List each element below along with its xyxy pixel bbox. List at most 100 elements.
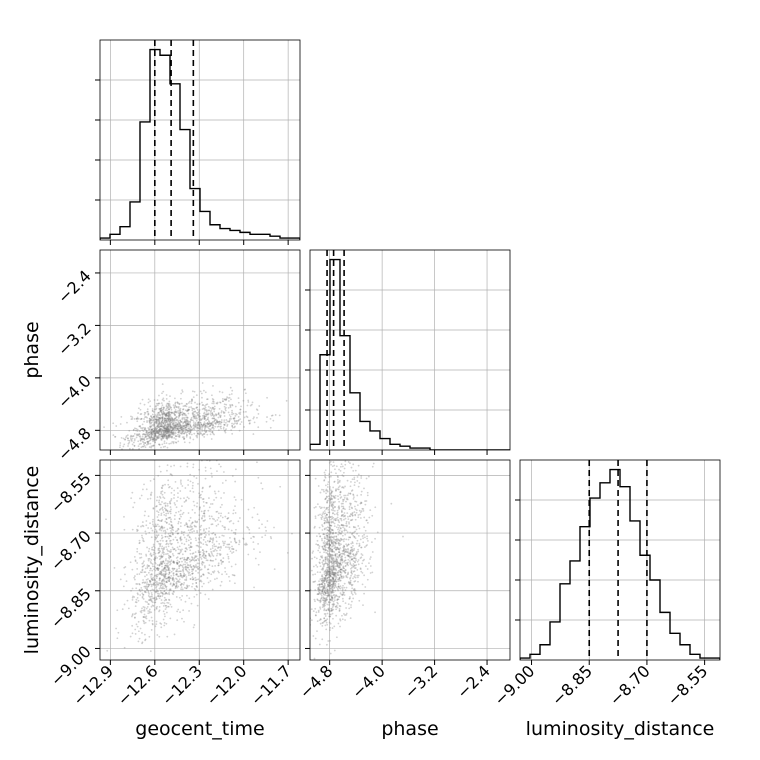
sample-point [171, 432, 173, 435]
sample-point [321, 561, 324, 564]
sample-point [135, 429, 138, 432]
sample-point [197, 427, 200, 430]
sample-point [348, 580, 350, 583]
sample-point [336, 565, 339, 568]
sample-point [350, 481, 352, 483]
sample-point [153, 426, 156, 429]
sample-point [187, 420, 190, 423]
sample-point [185, 587, 188, 590]
sample-point [366, 494, 369, 497]
sample-point [363, 487, 365, 490]
sample-point [186, 548, 188, 551]
sample-point [171, 567, 174, 570]
sample-point [147, 603, 150, 605]
sample-point [335, 561, 338, 564]
sample-point [153, 437, 155, 440]
sample-point [146, 601, 149, 604]
sample-point [162, 397, 165, 400]
sample-point [177, 532, 179, 535]
sample-point [353, 591, 356, 594]
sample-point [354, 589, 357, 592]
sample-point [125, 580, 128, 583]
sample-point [187, 429, 189, 432]
sample-point [196, 413, 199, 416]
sample-point [158, 495, 161, 498]
sample-point [146, 419, 148, 422]
sample-point [351, 514, 354, 517]
sample-point [340, 593, 343, 596]
sample-point [163, 420, 166, 423]
sample-point [177, 541, 179, 544]
sample-point [149, 493, 152, 496]
sample-point [170, 492, 173, 494]
sample-point [192, 559, 195, 561]
sample-point [169, 532, 172, 534]
sample-point [246, 526, 248, 528]
sample-point [327, 594, 330, 597]
sample-point [326, 501, 328, 504]
sample-point [128, 439, 131, 442]
sample-point [141, 562, 144, 565]
sample-point [167, 434, 170, 437]
sample-point [181, 548, 183, 551]
sample-point [155, 580, 158, 583]
sample-point [173, 433, 175, 436]
sample-point [209, 425, 211, 428]
sample-point [212, 432, 215, 435]
sample-point [165, 543, 168, 546]
sample-point [154, 418, 157, 420]
sample-point [179, 465, 182, 468]
sample-point [196, 529, 198, 532]
sample-point [219, 451, 221, 453]
sample-point [161, 434, 164, 437]
sample-point [327, 521, 330, 524]
sample-point [336, 548, 339, 550]
sample-point [210, 409, 213, 412]
sample-point [152, 411, 155, 413]
sample-point [164, 535, 167, 538]
sample-point [176, 546, 179, 549]
sample-point [169, 583, 172, 586]
sample-point [180, 392, 183, 395]
sample-point [332, 571, 334, 574]
sample-point [181, 413, 184, 416]
sample-point [189, 480, 192, 483]
sample-point [313, 580, 316, 583]
sample-point [316, 539, 319, 542]
sample-point [202, 582, 205, 585]
sample-point [165, 425, 168, 428]
sample-point [331, 568, 334, 571]
sample-point [334, 585, 337, 587]
sample-point [148, 417, 151, 420]
sample-point [167, 416, 170, 419]
sample-point [325, 580, 328, 583]
sample-point [150, 432, 153, 435]
sample-point [184, 566, 187, 568]
sample-point [191, 582, 194, 585]
sample-point [155, 505, 158, 507]
sample-point [163, 412, 166, 415]
sample-point [245, 410, 247, 413]
sample-point [324, 441, 326, 443]
sample-point [329, 516, 332, 518]
sample-point [169, 434, 172, 437]
sample-point [175, 584, 178, 587]
sample-point [158, 417, 161, 420]
sample-point [216, 510, 219, 513]
sample-point [167, 402, 170, 405]
sample-point [126, 437, 129, 440]
sample-point [189, 546, 192, 549]
sample-point [175, 416, 178, 419]
sample-point [344, 572, 347, 574]
sample-point [220, 425, 222, 428]
sample-point [152, 582, 155, 585]
sample-point [341, 597, 344, 600]
sample-point [337, 539, 339, 542]
sample-point [364, 536, 366, 539]
sample-point [329, 587, 332, 590]
sample-point [201, 415, 204, 417]
sample-point [143, 444, 146, 447]
sample-point [161, 419, 164, 422]
sample-point [335, 558, 338, 561]
sample-point [214, 558, 217, 561]
